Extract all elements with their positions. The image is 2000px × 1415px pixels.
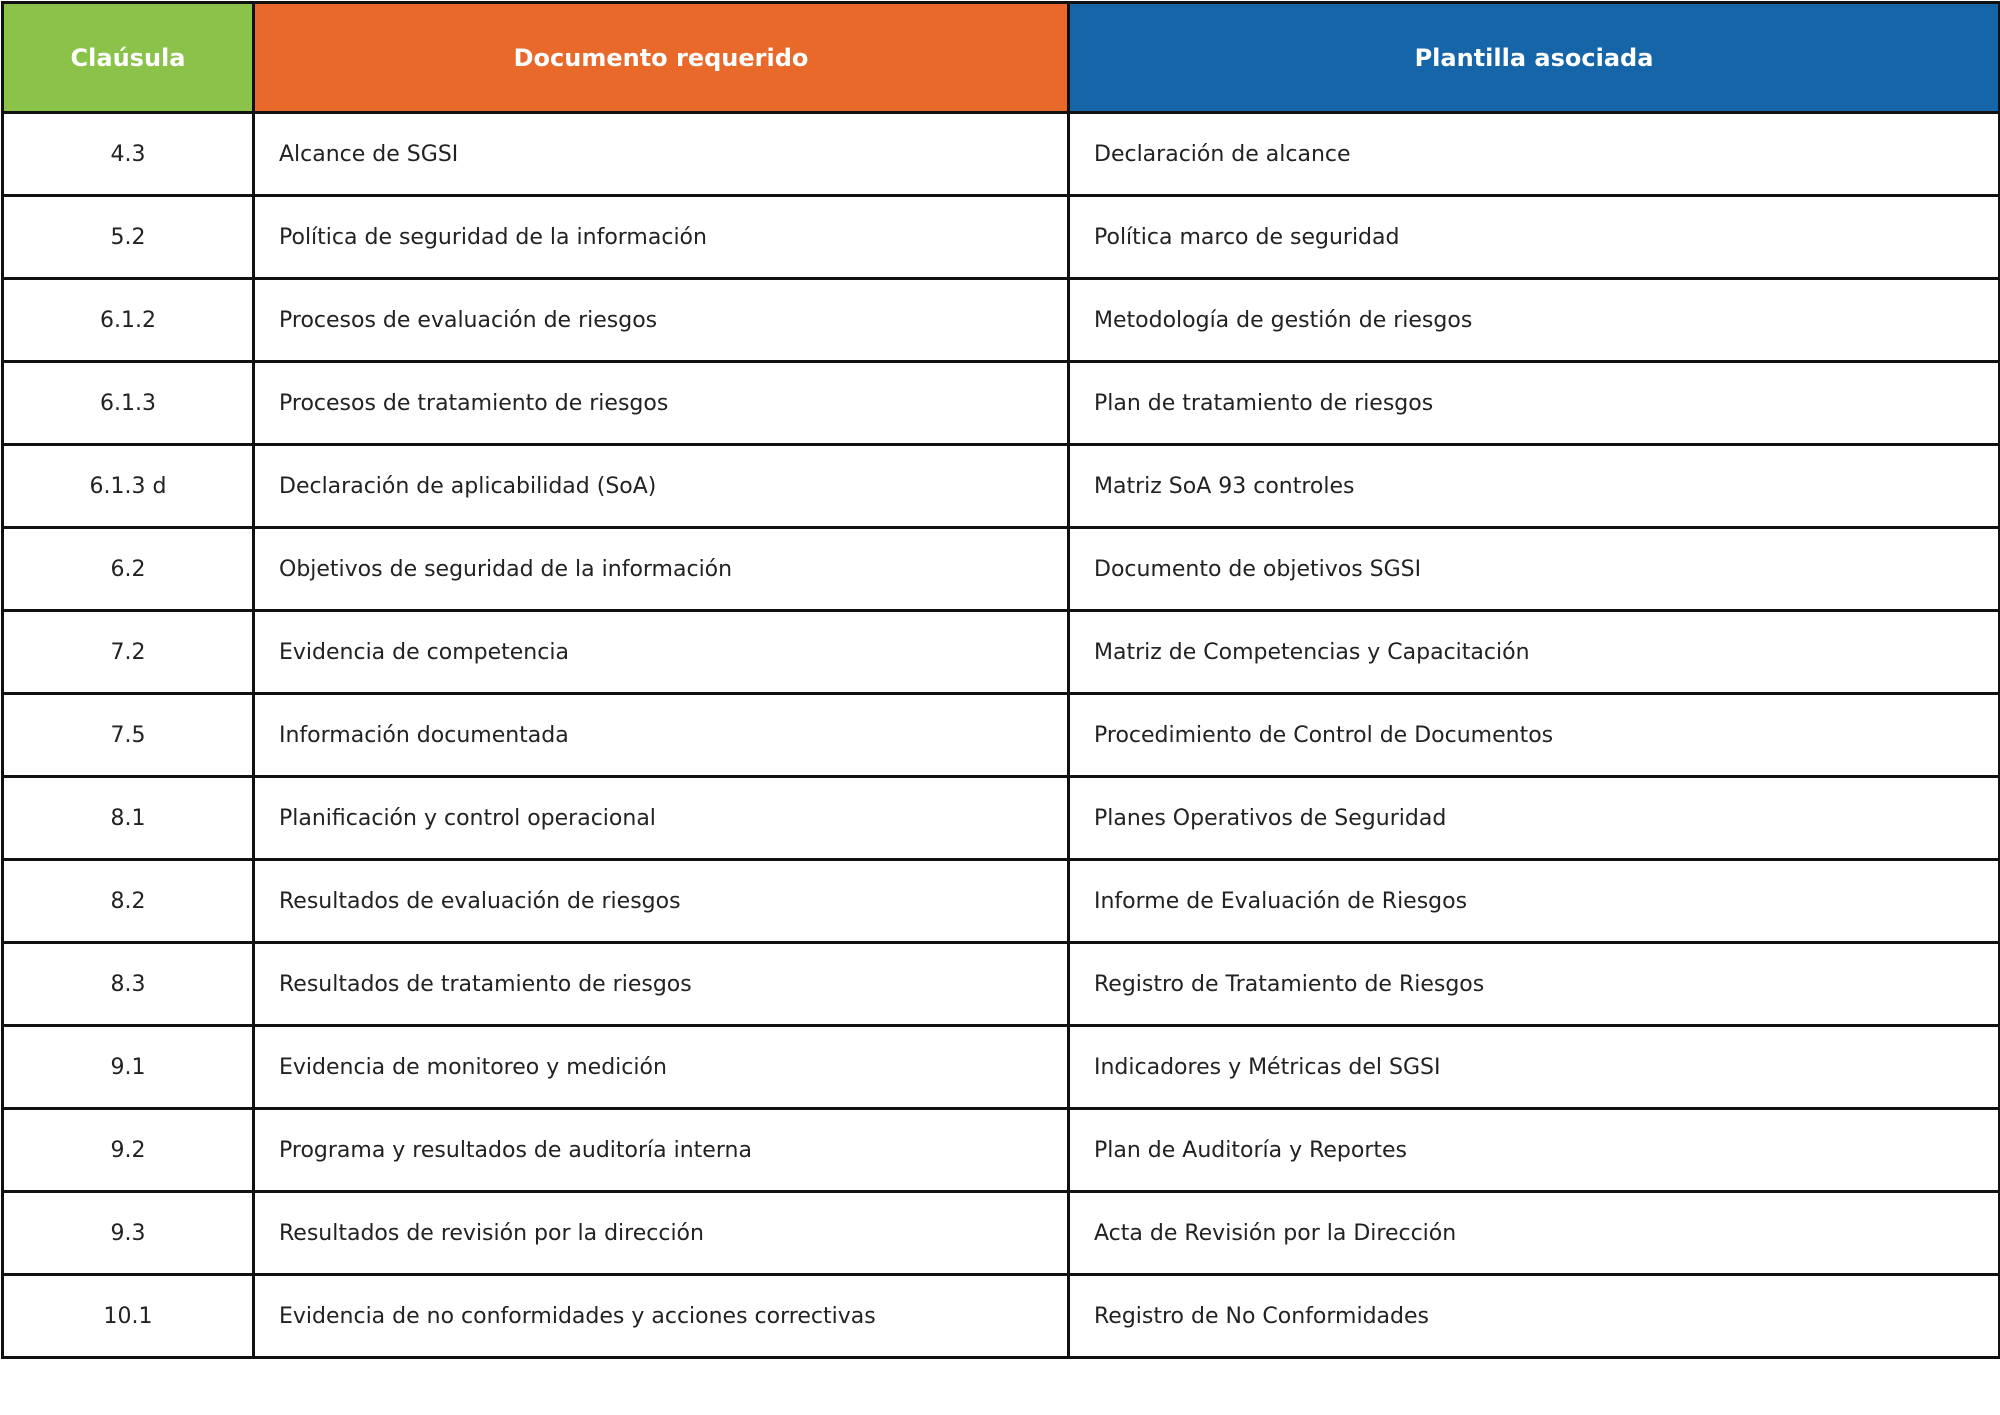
table-row: 7.2 Evidencia de competencia Matriz de Com… xyxy=(1,609,2000,695)
table-cell: Registro de Tratamiento de Riesgos xyxy=(1067,941,2000,1027)
table-row: 6.1.2 Procesos de evaluación de riesgos Me… xyxy=(1,277,2000,363)
table-cell: 8.1 xyxy=(1,775,255,861)
table-cell: Evidencia de monitoreo y medición xyxy=(252,1024,1070,1110)
table-row: 6.2 Objetivos de seguridad de la informac… xyxy=(1,526,2000,612)
table-cell: 10.1 xyxy=(1,1273,255,1359)
table-cell: Plan de tratamiento de riesgos xyxy=(1067,360,2000,446)
table-row: 6.1.3 d Declaración de aplicabilidad (SoA… xyxy=(1,443,2000,529)
table-cell: Planes Operativos de Seguridad xyxy=(1067,775,2000,861)
table-cell: Resultados de revisión por la dirección xyxy=(252,1190,1070,1276)
header-row: Claúsula Documento requerido Plantilla a… xyxy=(1,1,2000,114)
table-cell: Registro de No Conformidades xyxy=(1067,1273,2000,1359)
table-cell: Evidencia de no conformidades y acciones… xyxy=(252,1273,1070,1359)
table-cell: Procesos de tratamiento de riesgos xyxy=(252,360,1070,446)
table-cell: Resultados de evaluación de riesgos xyxy=(252,858,1070,944)
table-cell: 6.1.2 xyxy=(1,277,255,363)
header-cell: Documento requerido xyxy=(252,1,1070,114)
table-body: 4.3 Alcance de SGSI Declaración de alcance… xyxy=(1,111,2000,1359)
table-cell: Plan de Auditoría y Reportes xyxy=(1067,1107,2000,1193)
table-cell: Documento de objetivos SGSI xyxy=(1067,526,2000,612)
table-row: 8.3 Resultados de tratamiento de riesgos R… xyxy=(1,941,2000,1027)
table-cell: Matriz SoA 93 controles xyxy=(1067,443,2000,529)
table-row: 5.2 Política de seguridad de la informaci… xyxy=(1,194,2000,280)
table-cell: 5.2 xyxy=(1,194,255,280)
table-cell: Resultados de tratamiento de riesgos xyxy=(252,941,1070,1027)
table-cell: Política marco de seguridad xyxy=(1067,194,2000,280)
table-header: Claúsula Documento requerido Plantilla a… xyxy=(1,1,2000,114)
header-cell: Claúsula xyxy=(1,1,255,114)
table-cell: Metodología de gestión de riesgos xyxy=(1067,277,2000,363)
table-cell: Acta de Revisión por la Dirección xyxy=(1067,1190,2000,1276)
table-row: 6.1.3 Procesos de tratamiento de riesgos P… xyxy=(1,360,2000,446)
table-cell: Procedimiento de Control de Documentos xyxy=(1067,692,2000,778)
clause-table: Claúsula Documento requerido Plantilla a… xyxy=(1,1,2000,1359)
table-cell: Información documentada xyxy=(252,692,1070,778)
table-cell: Declaración de alcance xyxy=(1067,111,2000,197)
table-row: 8.1 Planificación y control operacional Pl… xyxy=(1,775,2000,861)
table-cell: 9.2 xyxy=(1,1107,255,1193)
table-cell: 8.2 xyxy=(1,858,255,944)
table-cell: Política de seguridad de la información xyxy=(252,194,1070,280)
table-cell: 9.3 xyxy=(1,1190,255,1276)
table-cell: 7.2 xyxy=(1,609,255,695)
header-cell: Plantilla asociada xyxy=(1067,1,2000,114)
table-cell: 4.3 xyxy=(1,111,255,197)
table-cell: Informe de Evaluación de Riesgos xyxy=(1067,858,2000,944)
table-cell: 7.5 xyxy=(1,692,255,778)
table-cell: 6.2 xyxy=(1,526,255,612)
table-cell: Matriz de Competencias y Capacitación xyxy=(1067,609,2000,695)
table-row: 8.2 Resultados de evaluación de riesgos In… xyxy=(1,858,2000,944)
table-cell: Evidencia de competencia xyxy=(252,609,1070,695)
table-row: 4.3 Alcance de SGSI Declaración de alcance xyxy=(1,111,2000,197)
table-cell: 6.1.3 xyxy=(1,360,255,446)
table-row: 9.1 Evidencia de monitoreo y medición Indi… xyxy=(1,1024,2000,1110)
table-cell: Objetivos de seguridad de la información xyxy=(252,526,1070,612)
table-cell: 8.3 xyxy=(1,941,255,1027)
table-cell: 6.1.3 d xyxy=(1,443,255,529)
table-cell: Planificación y control operacional xyxy=(252,775,1070,861)
table-row: 10.1 Evidencia de no conformidades y acci… xyxy=(1,1273,2000,1359)
table-row: 9.2 Programa y resultados de auditoría in… xyxy=(1,1107,2000,1193)
table-cell: Declaración de aplicabilidad (SoA) xyxy=(252,443,1070,529)
table-cell: Alcance de SGSI xyxy=(252,111,1070,197)
table-cell: Indicadores y Métricas del SGSI xyxy=(1067,1024,2000,1110)
table-cell: Programa y resultados de auditoría inter… xyxy=(252,1107,1070,1193)
table-cell: 9.1 xyxy=(1,1024,255,1110)
table-cell: Procesos de evaluación de riesgos xyxy=(252,277,1070,363)
table-row: 9.3 Resultados de revisión por la direcci… xyxy=(1,1190,2000,1276)
table-row: 7.5 Información documentada Procedimiento … xyxy=(1,692,2000,778)
